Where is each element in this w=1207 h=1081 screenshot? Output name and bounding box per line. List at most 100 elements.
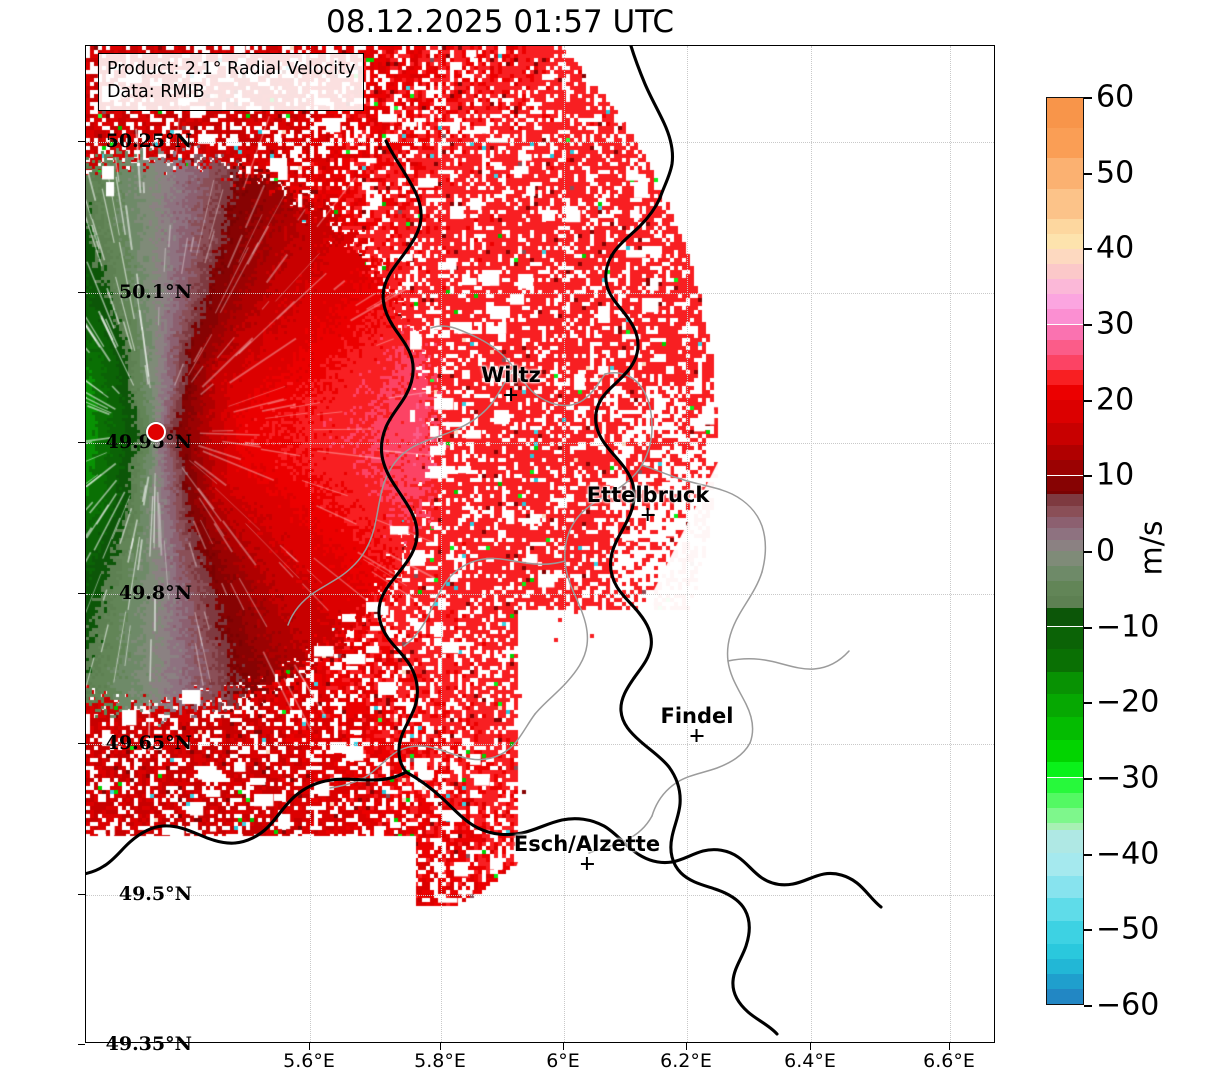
colorbar-segment — [1047, 339, 1083, 355]
city-marker-icon — [504, 388, 518, 401]
colorbar-tick — [1084, 929, 1092, 932]
city-label-findel: Findel — [660, 704, 734, 742]
colorbar-segment — [1047, 920, 1083, 944]
colorbar-segment — [1047, 475, 1083, 491]
radar-map-plot: Wiltz Ettelbruck Findel Esch/Alzette Produc… — [85, 45, 995, 1043]
colorbar-segment — [1047, 233, 1083, 249]
colorbar-segment — [1047, 694, 1083, 718]
x-axis-tick — [563, 1043, 564, 1050]
colorbar-segment — [1047, 294, 1083, 310]
y-axis-tick-label: 49.95°N — [105, 431, 192, 453]
colorbar-segment — [1047, 309, 1083, 325]
colorbar-tick — [1084, 172, 1092, 175]
info-box: Product: 2.1° Radial Velocity Data: RMIB — [98, 53, 365, 111]
colorbar-segment — [1047, 505, 1083, 517]
colorbar-tick-label: −50 — [1096, 911, 1160, 947]
gridline-horizontal — [86, 744, 994, 745]
x-axis-tick — [440, 1043, 441, 1050]
x-axis-tick — [686, 1043, 687, 1050]
internal-boundaries — [287, 325, 850, 854]
colorbar-tick — [1084, 778, 1092, 780]
colorbar-tick-label: 10 — [1096, 457, 1135, 493]
gridline-vertical — [687, 46, 688, 1042]
y-axis-tick — [78, 442, 85, 443]
city-marker-icon — [641, 508, 655, 521]
x-axis-tick — [810, 1043, 811, 1050]
colorbar-tick — [1084, 475, 1092, 478]
city-marker-icon — [690, 729, 704, 742]
y-axis-tick-label: 50.1°N — [118, 281, 192, 303]
colorbar-segment — [1047, 581, 1083, 597]
gridline-horizontal — [86, 293, 994, 294]
colorbar-segment — [1047, 671, 1083, 695]
colorbar-segment — [1047, 792, 1083, 808]
colorbar-segment — [1047, 958, 1083, 974]
colorbar-segment — [1047, 369, 1083, 385]
national-borders — [86, 46, 883, 1036]
x-axis-tick-label: 6°E — [546, 1050, 580, 1072]
colorbar-segment — [1047, 218, 1083, 234]
colorbar-segment — [1047, 777, 1083, 793]
info-data: Data: RMIB — [107, 82, 205, 103]
colorbar-segment — [1047, 494, 1083, 506]
colorbar-segment — [1047, 853, 1083, 876]
x-axis-tick-label: 5.8°E — [414, 1050, 466, 1072]
colorbar-tick — [1084, 399, 1092, 402]
colorbar-segment — [1047, 596, 1083, 608]
colorbar-tick-label: 60 — [1096, 79, 1135, 115]
colorbar-tick-label: 0 — [1096, 533, 1116, 569]
city-name: Findel — [660, 704, 734, 728]
y-axis-tick — [78, 292, 85, 293]
colorbar-segment — [1047, 807, 1083, 823]
colorbar-tick-label: 50 — [1096, 155, 1135, 191]
city-name: Ettelbruck — [586, 483, 710, 507]
colorbar-segment — [1047, 626, 1083, 650]
gridline-vertical — [310, 46, 311, 1042]
colorbar-segment — [1047, 822, 1083, 831]
colorbar-tick — [1084, 626, 1092, 629]
y-axis-tick — [78, 1044, 85, 1045]
colorbar-segment — [1047, 445, 1083, 461]
page-title: 08.12.2025 01:57 UTC — [326, 4, 674, 40]
gridline-vertical — [564, 46, 565, 1042]
x-axis-tick-label: 5.6°E — [283, 1050, 335, 1072]
colorbar-segment — [1047, 528, 1083, 540]
colorbar-segment — [1047, 279, 1083, 295]
map-borders-layer — [86, 46, 883, 1036]
gridline-vertical — [441, 46, 442, 1042]
colorbar-segment — [1047, 943, 1083, 959]
colorbar-segment — [1047, 717, 1083, 740]
colorbar-segment — [1047, 384, 1083, 400]
colorbar-segment — [1047, 490, 1083, 495]
colorbar-segment — [1047, 188, 1083, 219]
y-axis-tick — [78, 894, 85, 895]
colorbar-segment — [1047, 422, 1083, 446]
y-axis-tick — [78, 593, 85, 594]
colorbar-segment — [1047, 762, 1083, 778]
x-axis-tick-label: 6.2°E — [660, 1050, 712, 1072]
colorbar-segment — [1047, 551, 1083, 567]
x-axis-tick-label: 6.4°E — [784, 1050, 836, 1072]
colorbar-segment — [1047, 539, 1083, 551]
gridline-horizontal — [86, 895, 994, 896]
colorbar-segment — [1047, 973, 1083, 989]
colorbar-segment — [1047, 248, 1083, 265]
colorbar-segment — [1047, 158, 1083, 189]
colorbar-tick-label: −40 — [1096, 836, 1160, 872]
colorbar-tick — [1084, 324, 1092, 326]
y-axis-tick-label: 49.8°N — [118, 582, 192, 604]
colorbar-tick — [1084, 97, 1092, 99]
colorbar-tick — [1084, 702, 1092, 705]
city-label-ettelbruck: Ettelbruck — [586, 483, 710, 521]
colorbar-segment — [1047, 460, 1083, 476]
colorbar-tick-label: −60 — [1096, 987, 1160, 1023]
x-axis-tick — [309, 1043, 310, 1050]
colorbar-segment — [1047, 264, 1083, 280]
colorbar-tick-label: 30 — [1096, 306, 1135, 342]
gridline-horizontal — [86, 443, 994, 444]
y-axis-tick-label: 50.25°N — [105, 130, 192, 152]
y-axis-tick-label: 49.5°N — [118, 883, 192, 905]
colorbar-segment — [1047, 517, 1083, 529]
colorbar-unit-label: m/s — [1134, 520, 1170, 576]
gridline-horizontal — [86, 594, 994, 595]
